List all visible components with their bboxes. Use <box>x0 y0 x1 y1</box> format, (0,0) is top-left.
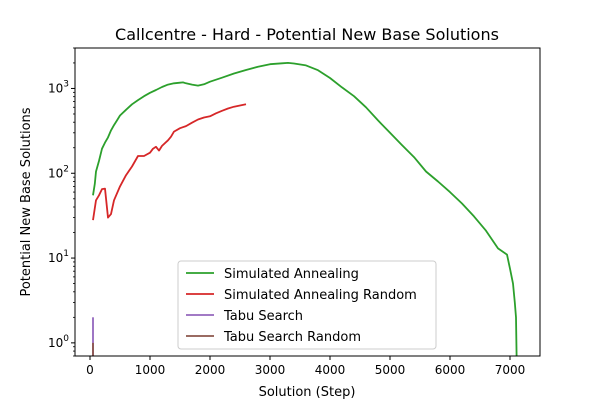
series-line-1 <box>92 103 247 221</box>
legend-label-2: Tabu Search <box>223 309 303 324</box>
y-tick-exponent-3: 3 <box>63 79 69 89</box>
y-tick-exponent-2: 2 <box>63 164 69 174</box>
x-tick-label-1000: 1000 <box>135 363 166 377</box>
x-axis-label: Solution (Step) <box>259 385 356 400</box>
chart-title: Callcentre - Hard - Potential New Base S… <box>115 25 499 44</box>
x-tick-label-7000: 7000 <box>495 363 526 377</box>
y-axis-label: Potential New Base Solutions <box>19 107 34 296</box>
y-tick-exponent-1: 1 <box>63 249 69 259</box>
legend-label-1: Simulated Annealing Random <box>224 288 417 303</box>
legend-label-3: Tabu Search Random <box>223 330 361 345</box>
series-line-0 <box>92 62 518 357</box>
y-tick-exponent-0: 0 <box>63 334 69 344</box>
legend-entries: Simulated Annealing Simulated Annealing R… <box>186 267 417 345</box>
x-tick-label-0: 0 <box>86 363 94 377</box>
legend: Simulated Annealing Simulated Annealing R… <box>177 260 437 350</box>
x-tick-label-3000: 3000 <box>255 363 286 377</box>
series-layer <box>92 62 518 357</box>
plot-frame <box>74 47 541 357</box>
legend-label-0: Simulated Annealing <box>224 267 359 282</box>
x-tick-label-6000: 6000 <box>435 363 466 377</box>
x-tick-label-4000: 4000 <box>315 363 346 377</box>
x-axis: 0 1000 2000 3000 4000 5000 6000 7000 <box>86 356 525 377</box>
x-tick-label-2000: 2000 <box>195 363 226 377</box>
x-tick-label-5000: 5000 <box>375 363 406 377</box>
legend-box <box>177 260 437 350</box>
